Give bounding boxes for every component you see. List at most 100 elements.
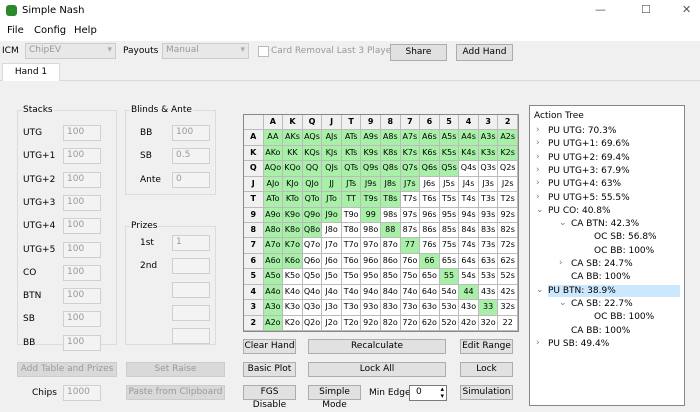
tree-node[interactable]: OC SB: 56.8% [594,232,657,243]
hand-cell[interactable]: 98s [380,207,401,223]
hand-cell[interactable]: A8s [380,130,401,146]
hand-cell[interactable]: Q2o [302,315,323,331]
hand-cell[interactable]: 72s [498,238,518,254]
tree-node[interactable]: PU UTG+3: 67.9% [548,165,630,176]
hand-cell[interactable]: J3o [322,300,342,316]
add-table-and-prizes-button[interactable]: Add Table and Prizes [17,362,117,377]
hand-cell[interactable]: 86s [420,223,440,239]
hand-cell[interactable]: 93s [478,207,499,223]
hand-cell[interactable]: Q7o [302,238,323,254]
hand-cell[interactable]: T3o [341,300,362,316]
chevron-right-icon[interactable]: › [536,178,540,189]
hand-cell[interactable]: K6s [420,145,440,162]
hand-cell[interactable]: T8s [380,192,401,208]
hand-cell[interactable]: QTs [341,161,362,177]
hand-cell[interactable]: T2s [498,192,518,208]
fgs-disable-button[interactable]: FGS Disable [243,385,296,410]
hand-cell[interactable]: Q4o [302,284,323,301]
hand-cell[interactable]: 85o [380,269,401,285]
chevron-down-icon[interactable]: ⌄ [536,284,544,295]
hand-cell[interactable]: KTo [283,192,303,208]
hand-cell[interactable]: 83s [478,223,499,239]
hand-cell[interactable]: T3s [478,192,499,208]
hand-cell[interactable]: 74s [459,238,479,254]
hand-cell[interactable]: A3o [263,300,284,316]
chips-input[interactable]: 1000 [63,385,101,401]
hand-cell[interactable]: A5s [439,130,460,146]
stack-input[interactable]: 100 [63,171,101,188]
icm-select[interactable]: ChipEV [25,43,116,59]
hand-cell[interactable]: KTs [341,145,362,162]
hand-cell[interactable]: 94o [361,284,381,301]
maximize-button[interactable]: ☐ [641,3,651,16]
hand-cell[interactable]: 43s [478,284,499,301]
hand-cell[interactable]: AJs [322,130,342,146]
hand-cell[interactable]: 32o [478,315,499,331]
basic-plot-button[interactable]: Basic Plot [243,362,296,377]
stack-input[interactable]: 100 [63,218,101,235]
hand-cell[interactable]: Q5s [439,161,460,177]
hand-cell[interactable]: J7o [322,238,342,254]
hand-cell[interactable]: 65o [420,269,440,285]
tree-node[interactable]: PU UTG+2: 69.4% [548,152,630,163]
blind-input[interactable]: 0.5 [172,148,210,165]
chevron-right-icon[interactable]: › [536,151,540,162]
hand-cell[interactable]: 52s [498,269,518,285]
hand-cell[interactable]: Q6o [302,253,323,270]
chevron-down-icon[interactable]: ⌄ [559,218,567,229]
hand-cell[interactable]: 93o [361,300,381,316]
tree-node[interactable]: PU CO: 40.8% [548,205,611,216]
hand-cell[interactable]: Q2s [498,161,518,177]
hand-cell[interactable]: Q4s [459,161,479,177]
stack-input[interactable]: 100 [63,148,101,165]
hand-cell[interactable]: T7o [341,238,362,254]
hand-cell[interactable]: 55 [439,269,460,285]
hand-cell[interactable]: 75o [400,269,421,285]
hand-cell[interactable]: K6o [283,253,303,270]
hand-cell[interactable]: A9o [263,207,284,223]
hand-cell[interactable]: 54s [459,269,479,285]
hand-cell[interactable]: 32s [498,300,518,316]
menu-config[interactable]: Config [34,25,67,36]
action-tree[interactable]: Action Tree › PU UTG: 70.3% › PU UTG+1: 69.… [529,105,685,406]
hand-cell[interactable]: 92s [498,207,518,223]
chevron-down-icon[interactable]: ⌄ [536,204,544,215]
hand-cell[interactable]: J5o [322,269,342,285]
payouts-select[interactable]: Manual [162,43,249,59]
chevron-right-icon[interactable]: › [536,138,540,149]
hand-cell[interactable]: A7s [400,130,421,146]
hand-cell[interactable]: 97o [361,238,381,254]
hand-cell[interactable]: 42o [459,315,479,331]
hand-cell[interactable]: J6o [322,253,342,270]
hand-cell[interactable]: K8s [380,145,401,162]
hand-cell[interactable]: 53s [478,269,499,285]
hand-cell[interactable]: Q9o [302,207,323,223]
blind-input[interactable]: 0 [172,171,210,188]
hand-cell[interactable]: 76o [400,253,421,270]
hand-cell[interactable]: 52o [439,315,460,331]
hand-cell[interactable]: QQ [302,161,323,177]
hand-cell[interactable]: J3s [478,176,499,193]
hand-cell[interactable]: T4o [341,284,362,301]
hand-cell[interactable]: T8o [341,223,362,239]
hand-cell[interactable]: K4s [459,145,479,162]
hand-cell[interactable]: 97s [400,207,421,223]
stack-input[interactable]: 100 [63,311,101,328]
hand-cell[interactable]: J2s [498,176,518,193]
tree-node[interactable]: CA BTN: 42.3% [571,219,640,230]
prize-input[interactable] [172,281,210,298]
hand-cell[interactable]: 82s [498,223,518,239]
min-edge-spinbox[interactable]: 0 ▴ ▾ [409,385,447,401]
hand-cell[interactable]: T5o [341,269,362,285]
hand-cell[interactable]: J6s [420,176,440,193]
hand-cell[interactable]: A7o [263,238,284,254]
hand-cell[interactable]: K9o [283,207,303,223]
hand-cell[interactable]: JTs [341,176,362,193]
hand-cell[interactable]: T4s [459,192,479,208]
hand-cell[interactable]: 75s [439,238,460,254]
hand-cell[interactable]: 94s [459,207,479,223]
lock-all-button[interactable]: Lock All [308,362,446,377]
hand-cell[interactable]: KJo [283,176,303,193]
hand-cell[interactable]: 98o [361,223,381,239]
hand-cell[interactable]: 74o [400,284,421,301]
